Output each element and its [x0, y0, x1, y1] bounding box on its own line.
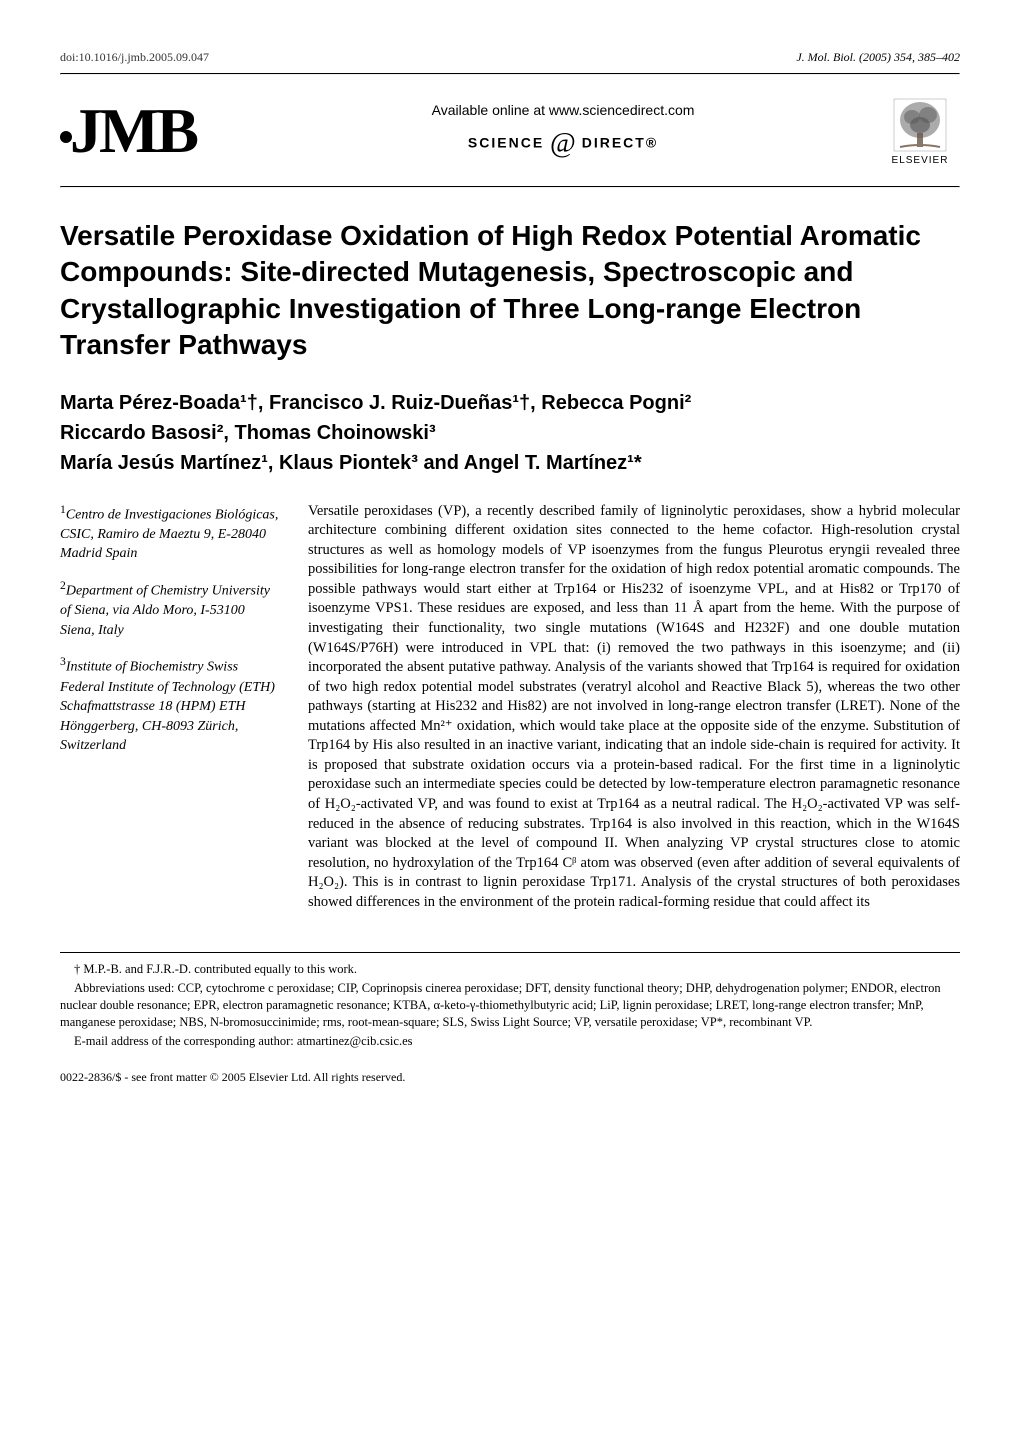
article-title: Versatile Peroxidase Oxidation of High R… — [60, 218, 960, 364]
abbreviations-note: Abbreviations used: CCP, cytochrome c pe… — [60, 980, 960, 1031]
copyright-line: 0022-2836/$ - see front matter © 2005 El… — [60, 1070, 960, 1085]
main-columns: 1Centro de Investigaciones Biológicas, C… — [60, 502, 960, 913]
elsevier-logo: ELSEVIER — [880, 95, 960, 166]
authors-line-3: María Jesús Martínez¹, Klaus Piontek³ an… — [60, 448, 960, 478]
doi: doi:10.1016/j.jmb.2005.09.047 — [60, 50, 209, 65]
authors-line-2: Riccardo Basosi², Thomas Choinowski³ — [60, 418, 960, 448]
available-online-text: Available online at www.sciencedirect.co… — [246, 102, 880, 118]
jmb-text: JMB — [70, 95, 196, 166]
equal-contribution-note: † M.P.-B. and F.J.R.-D. contributed equa… — [60, 961, 960, 978]
logo-row: JMB Available online at www.sciencedirec… — [60, 95, 960, 166]
tree-icon — [890, 95, 950, 155]
affiliation-1: 1Centro de Investigaciones Biológicas, C… — [60, 502, 280, 564]
direct-text: DIRECT® — [582, 134, 658, 150]
affil-text-3: Institute of Biochemistry Swiss Federal … — [60, 660, 275, 753]
affiliation-2: 2Department of Chemistry University of S… — [60, 578, 280, 640]
elsevier-text: ELSEVIER — [880, 155, 960, 166]
footnotes: † M.P.-B. and F.J.R.-D. contributed equa… — [60, 952, 960, 1049]
header-divider — [60, 73, 960, 75]
at-symbol: @ — [550, 128, 576, 159]
logo-divider — [60, 186, 960, 188]
jmb-logo: JMB — [60, 99, 196, 163]
affiliation-3: 3Institute of Biochemistry Swiss Federal… — [60, 654, 280, 756]
header-meta: doi:10.1016/j.jmb.2005.09.047 J. Mol. Bi… — [60, 50, 960, 65]
journal-reference: J. Mol. Biol. (2005) 354, 385–402 — [796, 50, 960, 65]
sciencedirect-logo: SCIENCE @ DIRECT® — [246, 128, 880, 160]
authors-block: Marta Pérez-Boada¹†, Francisco J. Ruiz-D… — [60, 388, 960, 478]
affiliations-column: 1Centro de Investigaciones Biológicas, C… — [60, 502, 280, 913]
abstract-text: Versatile peroxidases (VP), a recently d… — [308, 502, 960, 913]
corresponding-email: E-mail address of the corresponding auth… — [60, 1033, 960, 1050]
affil-text-2: Department of Chemistry University of Si… — [60, 584, 270, 638]
authors-line-1: Marta Pérez-Boada¹†, Francisco J. Ruiz-D… — [60, 388, 960, 418]
affil-text-1: Centro de Investigaciones Biológicas, CS… — [60, 507, 278, 561]
science-text: SCIENCE — [468, 134, 544, 150]
sciencedirect-block: Available online at www.sciencedirect.co… — [246, 102, 880, 160]
